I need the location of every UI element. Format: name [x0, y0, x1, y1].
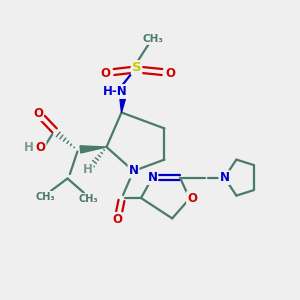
Text: O: O [100, 67, 111, 80]
Text: N: N [128, 164, 139, 178]
Text: N: N [219, 171, 230, 184]
Text: H: H [83, 163, 92, 176]
Polygon shape [80, 146, 106, 153]
Text: O: O [35, 141, 46, 154]
Text: N: N [147, 171, 158, 184]
Text: O: O [112, 213, 122, 226]
Text: CH₃: CH₃ [35, 192, 55, 202]
Text: O: O [33, 107, 43, 120]
Polygon shape [119, 94, 127, 112]
Text: O: O [187, 192, 197, 205]
Text: S: S [132, 61, 141, 74]
Text: O: O [165, 67, 176, 80]
Text: CH₃: CH₃ [79, 194, 98, 204]
Text: H-N: H-N [103, 85, 128, 98]
Text: CH₃: CH₃ [142, 34, 164, 44]
Text: H: H [24, 141, 34, 154]
